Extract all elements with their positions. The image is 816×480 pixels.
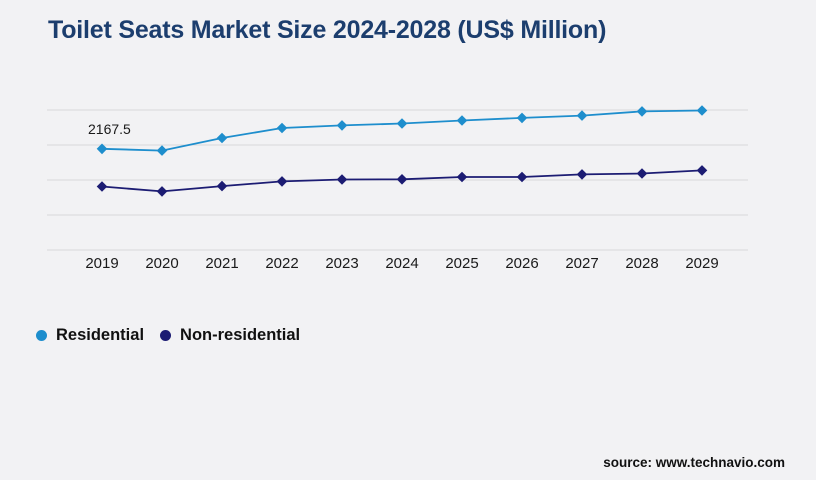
x-axis-label-2027: 2027 [565,255,599,272]
x-axis-label-2025: 2025 [445,255,479,272]
data-point-diamond [276,122,288,134]
data-label-residential-2019: 2167.5 [88,121,131,137]
data-point-diamond [96,143,108,155]
legend-item-residential: Residential [36,326,144,345]
x-axis-label-2023: 2023 [325,255,359,272]
legend-item-non-residential: Non-residential [160,326,300,345]
x-axis-label-2020: 2020 [145,255,179,272]
legend-label: Non-residential [180,326,301,344]
x-axis-label-2019: 2019 [85,255,119,272]
x-axis-label-2026: 2026 [505,255,539,272]
data-point-diamond [156,186,168,197]
data-point-diamond [96,181,108,192]
x-axis-label-2022: 2022 [265,255,299,272]
data-point-diamond [396,174,408,185]
legend: Residential Non-residential [36,326,316,345]
data-point-diamond [336,120,348,131]
data-point-diamond [396,118,408,129]
source-credit: source: www.technavio.com [603,455,785,470]
data-point-diamond [216,180,228,192]
x-axis-label-2024: 2024 [385,255,419,272]
data-point-diamond [696,105,708,116]
legend-marker-icon [160,330,172,341]
data-point-diamond [456,171,468,183]
data-point-diamond [336,174,348,185]
data-point-diamond [636,168,648,179]
data-point-diamond [576,110,588,121]
legend-marker-icon [36,330,47,341]
chart-title: Toilet Seats Market Size 2024-2028 (US$ … [48,16,607,44]
data-point-diamond [456,115,468,126]
x-axis-label-2021: 2021 [205,255,239,272]
data-point-diamond [516,171,528,183]
data-point-diamond [516,112,528,124]
x-axis-label-2028: 2028 [625,255,659,272]
data-point-diamond [276,176,288,187]
data-point-diamond [636,106,648,117]
data-point-diamond [696,165,708,176]
data-point-diamond [576,169,588,180]
data-point-diamond [216,132,228,144]
legend-label: Residential [56,326,145,344]
x-axis-label-2029: 2029 [685,255,719,272]
data-point-diamond [156,145,168,156]
